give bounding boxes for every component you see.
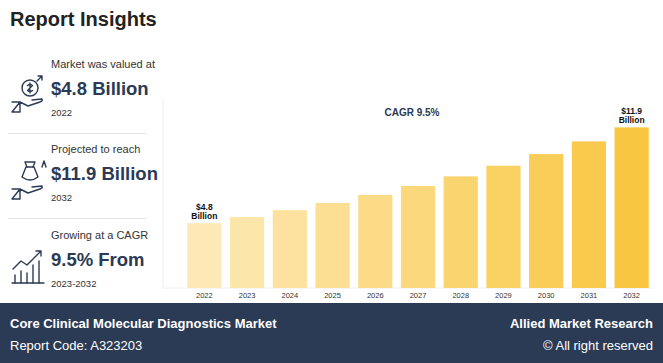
insight-value: $4.8 Billion — [51, 78, 149, 100]
data-label: $4.8Billion — [191, 202, 217, 221]
icon-stroke — [42, 161, 46, 167]
x-tick-label: 2027 — [410, 291, 427, 300]
insight-period: 2032 — [51, 192, 72, 203]
insight-value: $11.9 Billion — [51, 163, 158, 185]
bar — [529, 154, 563, 288]
insight-value: 9.5% From — [51, 249, 145, 271]
bar — [230, 217, 264, 288]
icon-stroke — [12, 99, 42, 112]
bar — [358, 195, 392, 288]
footer-brand: Allied Market Research — [510, 316, 653, 331]
bar — [572, 141, 606, 288]
icon-stroke — [28, 83, 33, 93]
icon-stroke — [13, 251, 41, 269]
data-label-line: Billion — [191, 211, 217, 221]
bar — [187, 223, 221, 288]
footer-bar — [0, 303, 663, 363]
data-label-line: Billion — [619, 115, 645, 125]
insight-label: Market was valued at — [51, 58, 155, 70]
icon-stroke — [12, 186, 42, 199]
x-tick-label: 2029 — [495, 291, 512, 300]
x-tick-label: 2022 — [196, 291, 213, 300]
bar — [444, 176, 478, 288]
x-tick-label: 2030 — [538, 291, 555, 300]
y-axis-line — [163, 99, 164, 288]
separator — [8, 133, 146, 134]
x-tick-label: 2028 — [452, 291, 469, 300]
icon-stroke — [22, 80, 38, 96]
x-tick-label: 2023 — [239, 291, 256, 300]
insight-period: 2023-2032 — [51, 278, 96, 289]
bar — [486, 166, 520, 288]
icon-stroke — [22, 167, 38, 180]
page-title: Report Insights — [10, 8, 157, 31]
chart-title: CAGR 9.5% — [384, 107, 439, 118]
x-tick-label: 2026 — [367, 291, 384, 300]
bar — [273, 210, 307, 288]
insight-icon — [8, 72, 48, 116]
insight-icon — [8, 157, 48, 201]
footer-code: Report Code: A323203 — [10, 338, 142, 353]
bar — [401, 186, 435, 288]
x-tick-label: 2032 — [623, 291, 640, 300]
bar — [315, 203, 349, 288]
icon-stroke — [25, 162, 35, 167]
stage: Report Insights Market was valued at $4.8 … — [0, 0, 663, 363]
footer-title: Core Clinical Molecular Diagnostics Mark… — [10, 316, 277, 331]
insight-icon — [8, 243, 48, 287]
separator — [8, 218, 146, 219]
x-tick-label: 2031 — [581, 291, 598, 300]
bars — [187, 127, 648, 288]
insight-period: 2022 — [51, 107, 72, 118]
insight-label: Growing at a CAGR — [51, 229, 148, 241]
x-tick-label: 2025 — [324, 291, 341, 300]
footer-rights: © All right reserved — [543, 338, 653, 353]
x-tick-label: 2024 — [281, 291, 298, 300]
data-label: $11.9Billion — [619, 106, 645, 125]
icon-stroke — [37, 76, 42, 81]
bar — [615, 127, 649, 288]
insight-label: Projected to reach — [51, 143, 140, 155]
